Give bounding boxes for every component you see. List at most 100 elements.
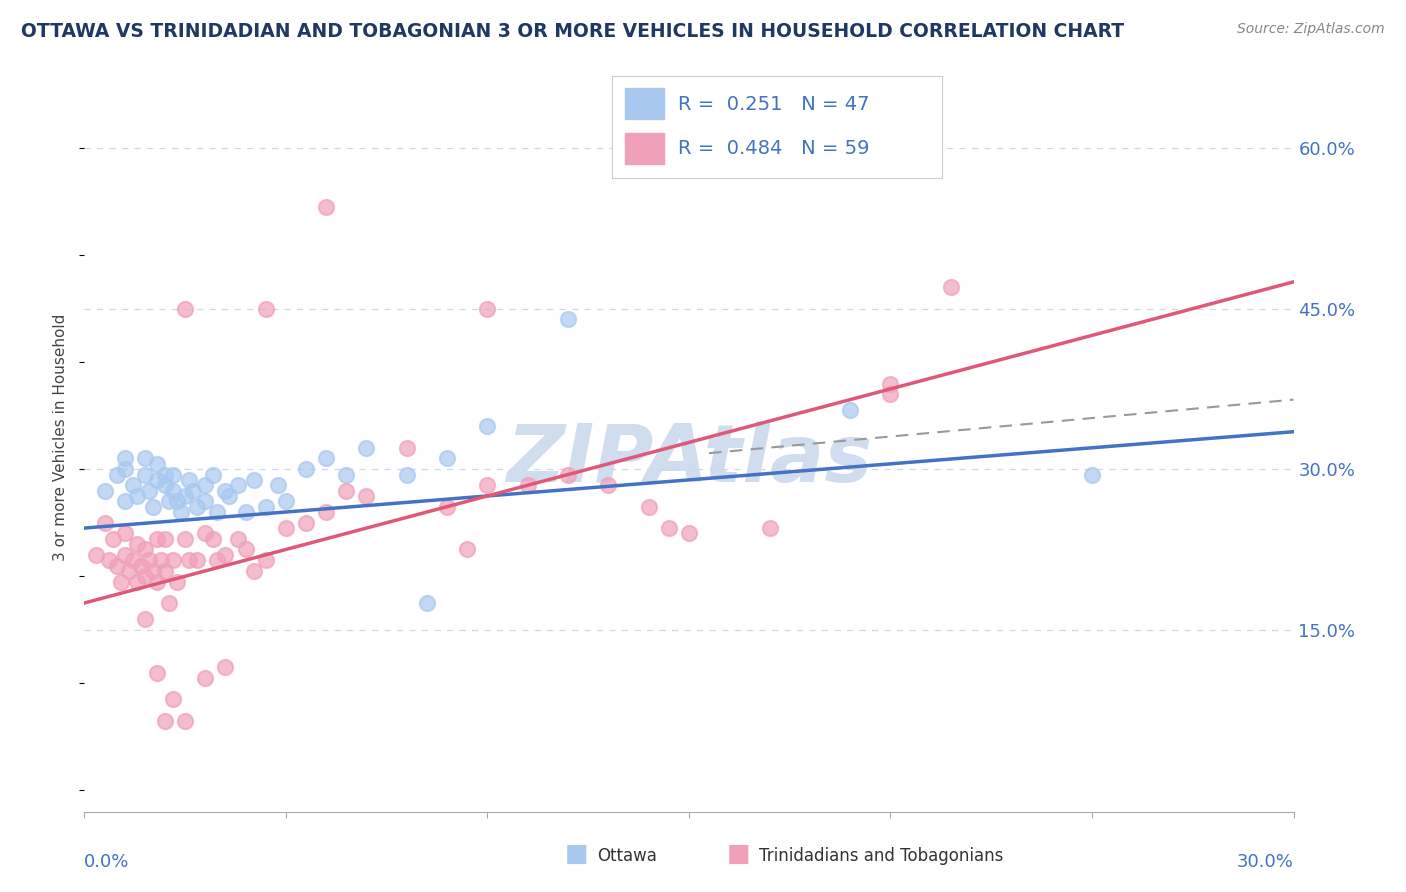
Point — [174, 532, 197, 546]
Point — [134, 542, 156, 557]
Point — [235, 542, 257, 557]
Point — [110, 574, 132, 589]
Point — [105, 467, 128, 482]
Point — [162, 483, 184, 498]
Point — [146, 457, 169, 471]
Bar — [624, 88, 665, 119]
Point — [142, 564, 165, 578]
Text: 30.0%: 30.0% — [1237, 853, 1294, 871]
Point — [226, 532, 249, 546]
Point — [598, 478, 620, 492]
Point — [214, 548, 236, 562]
Point — [162, 553, 184, 567]
Bar — [624, 133, 665, 164]
Text: 0.0%: 0.0% — [84, 853, 129, 871]
Point — [105, 558, 128, 573]
Point — [194, 494, 217, 508]
Point — [436, 500, 458, 514]
Point — [254, 553, 277, 567]
Point — [181, 483, 204, 498]
Point — [194, 671, 217, 685]
Point — [153, 467, 176, 482]
Point — [93, 483, 115, 498]
Point — [202, 467, 225, 482]
Point — [166, 574, 188, 589]
Point — [129, 558, 152, 573]
Point — [267, 478, 290, 492]
Text: Trinidadians and Tobagonians: Trinidadians and Tobagonians — [759, 847, 1004, 865]
Point — [125, 537, 148, 551]
Point — [516, 478, 538, 492]
Point — [134, 569, 156, 583]
Point — [335, 483, 357, 498]
Point — [194, 526, 217, 541]
Point — [678, 526, 700, 541]
Point — [179, 473, 201, 487]
Point — [274, 521, 297, 535]
Point — [477, 301, 499, 316]
Point — [395, 467, 418, 482]
Point — [134, 612, 156, 626]
Point — [186, 553, 208, 567]
Point — [97, 553, 120, 567]
Text: OTTAWA VS TRINIDADIAN AND TOBAGONIAN 3 OR MORE VEHICLES IN HOUSEHOLD CORRELATION: OTTAWA VS TRINIDADIAN AND TOBAGONIAN 3 O… — [21, 22, 1125, 41]
Point — [153, 478, 176, 492]
Point — [315, 505, 337, 519]
Point — [114, 494, 136, 508]
Text: ■: ■ — [727, 842, 749, 865]
Point — [121, 478, 143, 492]
Point — [166, 494, 188, 508]
Point — [207, 553, 229, 567]
Text: ZIPAtlas: ZIPAtlas — [506, 420, 872, 499]
Point — [214, 660, 236, 674]
Point — [162, 692, 184, 706]
Point — [179, 553, 201, 567]
Point — [295, 516, 318, 530]
Point — [254, 500, 277, 514]
Point — [121, 553, 143, 567]
Point — [174, 714, 197, 728]
Point — [157, 494, 180, 508]
Point — [315, 200, 337, 214]
Point — [274, 494, 297, 508]
Point — [557, 312, 579, 326]
Text: ■: ■ — [565, 842, 588, 865]
Text: R =  0.251   N = 47: R = 0.251 N = 47 — [678, 95, 869, 113]
Point — [114, 462, 136, 476]
Point — [186, 500, 208, 514]
Point — [1081, 467, 1104, 482]
Point — [335, 467, 357, 482]
Point — [146, 532, 169, 546]
Text: R =  0.484   N = 59: R = 0.484 N = 59 — [678, 138, 869, 158]
Point — [879, 376, 901, 391]
Point — [477, 419, 499, 434]
Point — [125, 489, 148, 503]
Point — [146, 574, 169, 589]
Point — [436, 451, 458, 466]
Point — [226, 478, 249, 492]
Point — [162, 467, 184, 482]
Point — [295, 462, 318, 476]
Point — [101, 532, 124, 546]
Point — [153, 564, 176, 578]
Point — [315, 451, 337, 466]
Point — [758, 521, 780, 535]
Point — [207, 505, 229, 519]
Point — [118, 564, 141, 578]
Point — [242, 473, 264, 487]
Point — [839, 403, 862, 417]
Point — [142, 500, 165, 514]
Point — [557, 467, 579, 482]
Point — [879, 387, 901, 401]
Point — [93, 516, 115, 530]
Point — [149, 553, 172, 567]
Point — [356, 441, 378, 455]
Point — [134, 467, 156, 482]
Point — [416, 596, 439, 610]
Point — [146, 665, 169, 680]
Point — [202, 532, 225, 546]
Point — [637, 500, 659, 514]
Point — [146, 473, 169, 487]
Point — [153, 714, 176, 728]
Point — [218, 489, 240, 503]
